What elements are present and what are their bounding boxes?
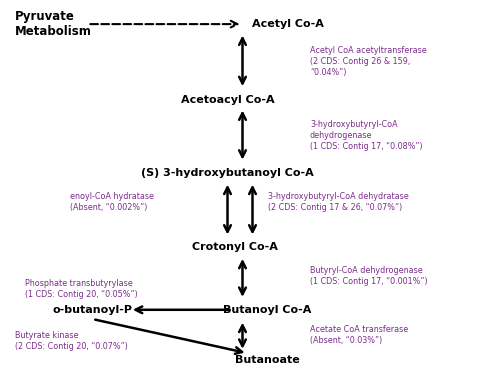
FancyArrowPatch shape	[224, 187, 231, 232]
FancyArrowPatch shape	[136, 306, 230, 313]
FancyArrowPatch shape	[239, 325, 246, 346]
Text: (S) 3-hydroxybutanoyl Co-A: (S) 3-hydroxybutanoyl Co-A	[141, 168, 314, 177]
Text: enoyl-CoA hydratase
(Absent, “0.002%”): enoyl-CoA hydratase (Absent, “0.002%”)	[70, 192, 154, 212]
Text: Acetyl Co-A: Acetyl Co-A	[252, 19, 324, 29]
FancyArrowPatch shape	[239, 262, 246, 294]
Text: Butanoate: Butanoate	[235, 355, 300, 365]
FancyArrowPatch shape	[239, 38, 246, 83]
Text: Phosphate transbutyrylase
(1 CDS: Contig 20, “0.05%”): Phosphate transbutyrylase (1 CDS: Contig…	[25, 279, 138, 299]
FancyArrowPatch shape	[239, 113, 246, 157]
Text: o-butanoyl-P: o-butanoyl-P	[52, 305, 132, 315]
Text: Acetyl CoA acetyltransferase
(2 CDS: Contig 26 & 159,
“0.04%”): Acetyl CoA acetyltransferase (2 CDS: Con…	[310, 46, 427, 77]
Text: Butyryl-CoA dehydrogenase
(1 CDS: Contig 17, “0.001%”): Butyryl-CoA dehydrogenase (1 CDS: Contig…	[310, 266, 428, 286]
Text: Acetoacyl Co-A: Acetoacyl Co-A	[180, 95, 274, 105]
FancyArrowPatch shape	[95, 320, 242, 354]
Text: Butyrate kinase
(2 CDS: Contig 20, “0.07%”): Butyrate kinase (2 CDS: Contig 20, “0.07…	[15, 331, 128, 351]
Text: Butanoyl Co-A: Butanoyl Co-A	[224, 305, 312, 315]
Text: Crotonyl Co-A: Crotonyl Co-A	[192, 242, 278, 252]
FancyArrowPatch shape	[249, 187, 256, 232]
Text: Pyruvate
Metabolism: Pyruvate Metabolism	[15, 10, 92, 38]
Text: Acetate CoA transferase
(Absent, “0.03%”): Acetate CoA transferase (Absent, “0.03%”…	[310, 325, 408, 345]
Text: 3-hydroxybutyryl-CoA dehydratase
(2 CDS: Contig 17 & 26, “0.07%”): 3-hydroxybutyryl-CoA dehydratase (2 CDS:…	[268, 192, 408, 212]
Text: 3-hydroxybutyryl-CoA
dehydrogenase
(1 CDS: Contig 17, “0.08%”): 3-hydroxybutyryl-CoA dehydrogenase (1 CD…	[310, 120, 422, 151]
